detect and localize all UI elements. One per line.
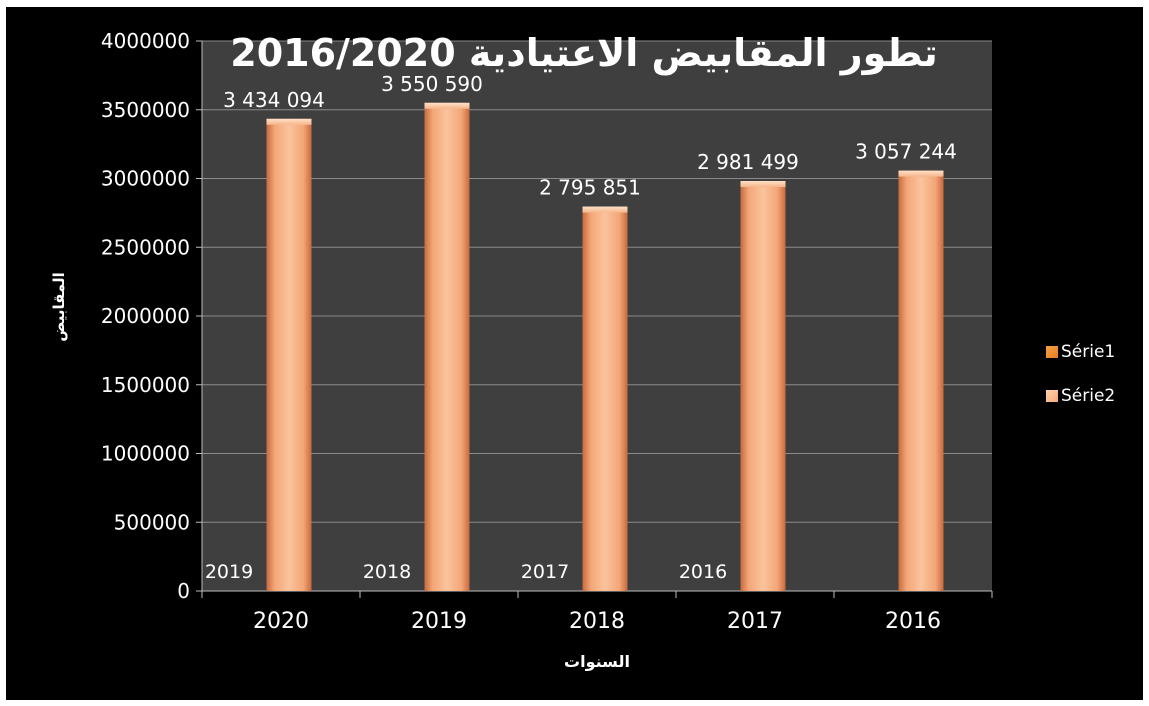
bar-serie2 [582, 206, 628, 591]
data-label-serie1: 2018 [363, 561, 411, 583]
bars [266, 102, 944, 591]
x-tick-label: 2020 [253, 609, 309, 634]
data-label-serie1: 2016 [679, 561, 727, 583]
legend-item-serie1: Série1 [1046, 330, 1115, 374]
data-label-serie2: 2 795 851 [539, 176, 641, 200]
y-tick-label: 0 [177, 579, 190, 603]
y-tick-label: 3000000 [101, 167, 190, 191]
x-tick-label: 2016 [885, 609, 941, 634]
bar-cap-serie2 [582, 206, 628, 213]
y-tick-label: 3500000 [101, 98, 190, 122]
bar-cap-serie2 [740, 181, 786, 188]
y-axis-title: المقابيض [50, 272, 68, 341]
bar-cap-serie2 [898, 170, 944, 177]
y-tick-label: 1500000 [101, 373, 190, 397]
y-tick-label: 2000000 [101, 304, 190, 328]
data-label-serie2: 3 057 244 [855, 140, 957, 164]
bar-serie2 [266, 118, 312, 591]
x-tick-label: 2019 [411, 609, 467, 634]
axes: 0 500000 1000000 1500000 2000000 2500000 30000… [101, 29, 993, 634]
data-label-serie1: 2019 [205, 561, 253, 583]
legend-label-serie1: Série1 [1061, 342, 1116, 362]
bar-cap-serie2 [424, 102, 470, 109]
legend-label-serie2: Série2 [1061, 386, 1116, 406]
data-label-serie2: 3 434 094 [223, 88, 325, 112]
bar-serie2 [898, 170, 944, 591]
bar-chart: 0 500000 1000000 1500000 2000000 2500000 30000… [50, 29, 993, 671]
legend: Série1 Série2 [1046, 330, 1115, 418]
y-tick-label: 2500000 [101, 235, 190, 259]
data-label-serie2: 2 981 499 [697, 150, 799, 174]
data-label-serie1: 2017 [521, 561, 569, 583]
y-tick-label: 500000 [114, 510, 190, 534]
chart-frame: 0 500000 1000000 1500000 2000000 2500000 30000… [6, 7, 1143, 700]
bar-serie2 [740, 181, 786, 591]
data-labels: 3 434 094 2019 3 550 590 2018 2 795 851 2017 2… [205, 72, 957, 583]
legend-item-serie2: Série2 [1046, 374, 1115, 418]
x-tick-label: 2018 [569, 609, 625, 634]
x-tick-label: 2017 [727, 609, 783, 634]
legend-swatch-serie2 [1046, 390, 1058, 402]
legend-swatch-serie1 [1046, 346, 1058, 358]
bar-cap-serie2 [266, 118, 312, 125]
x-axis-title: السنوات [564, 652, 630, 671]
bar-serie2 [424, 102, 470, 591]
y-tick-label: 1000000 [101, 442, 190, 466]
chart-title: تطور المقابيض الاعتيادية 2016/2020 [230, 31, 937, 75]
y-tick-label: 4000000 [101, 29, 190, 53]
data-label-serie2: 3 550 590 [381, 72, 483, 96]
